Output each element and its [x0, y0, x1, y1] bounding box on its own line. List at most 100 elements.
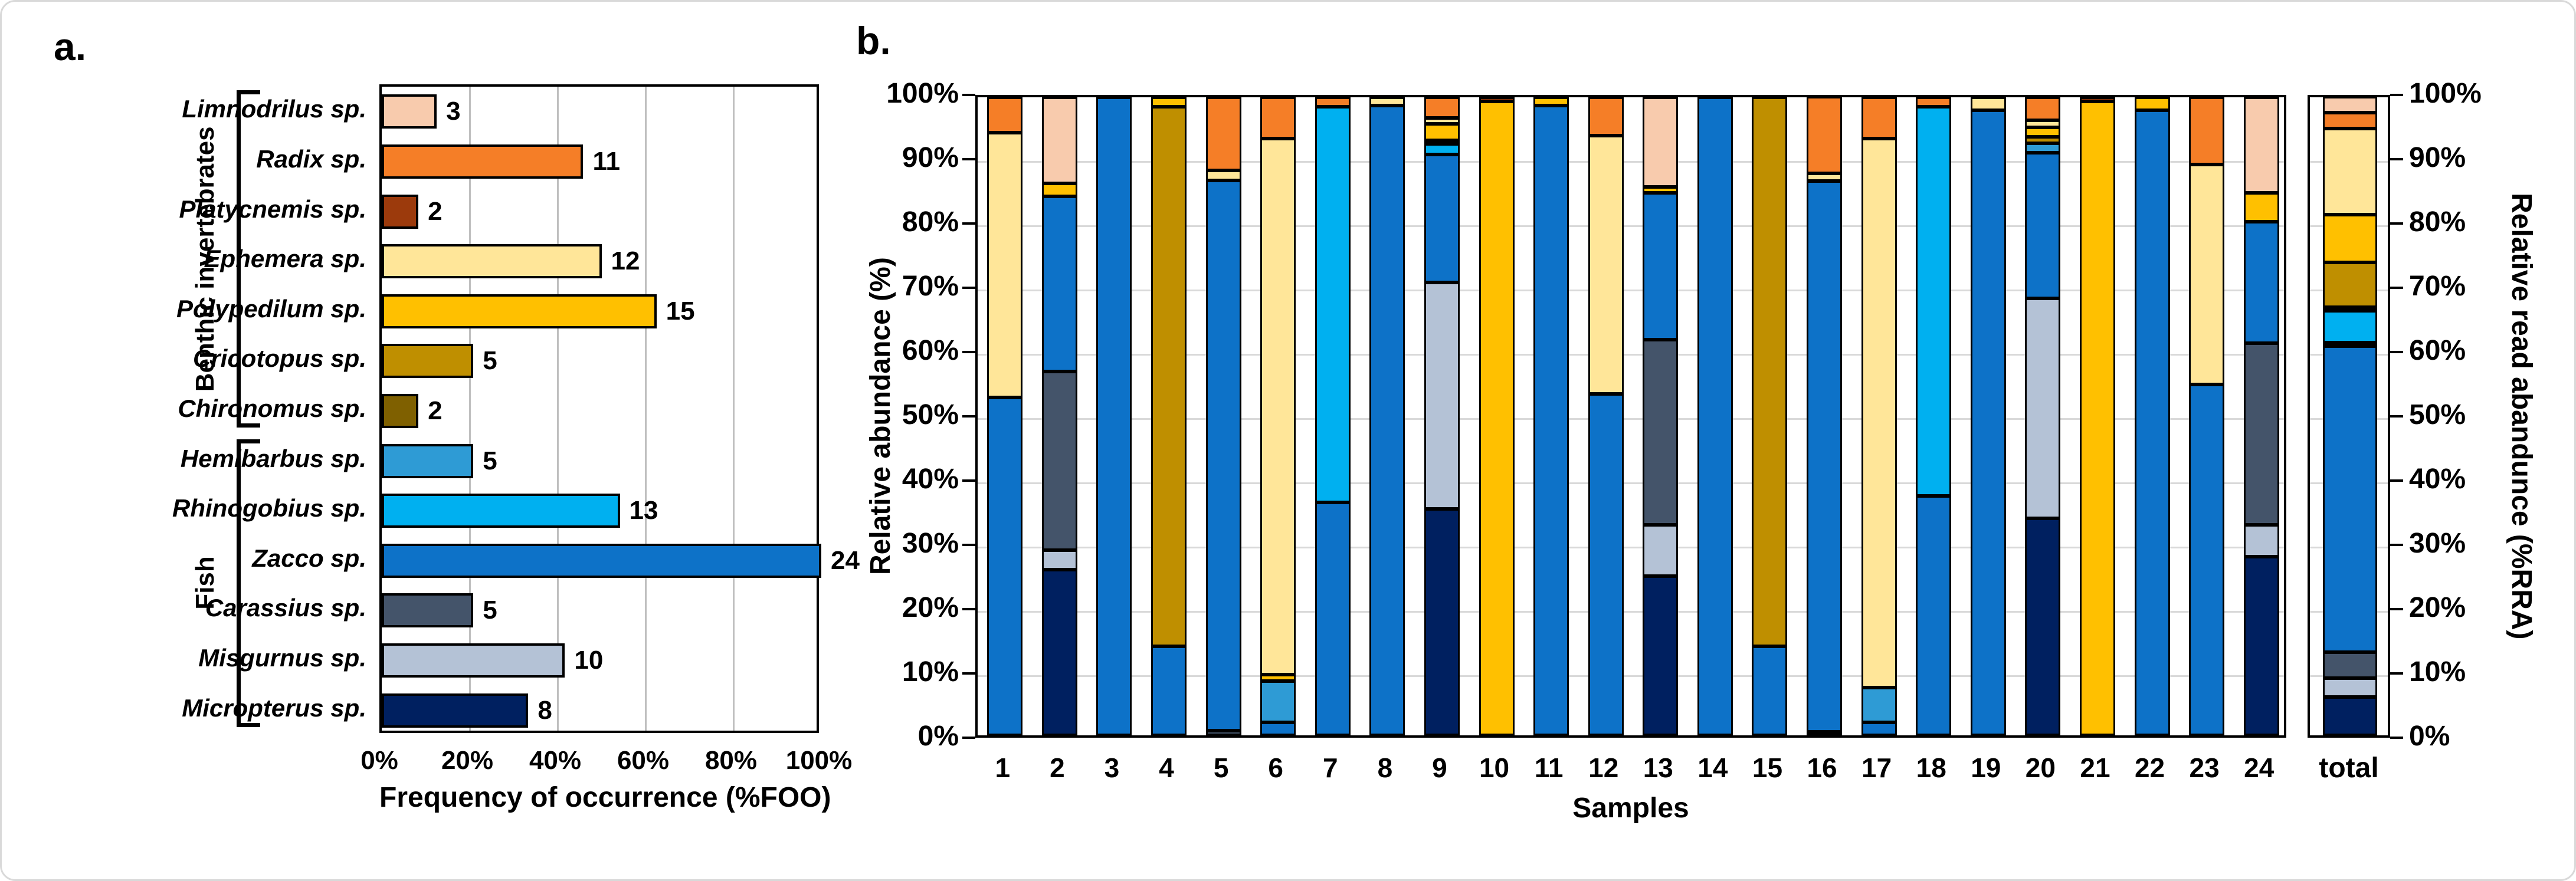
- y-tick-mark-right: [2390, 479, 2403, 482]
- grid-line-horizontal: [978, 546, 2284, 548]
- foo-bar: [382, 443, 474, 478]
- stacked-bar: [1752, 97, 1788, 735]
- y-tick-label-left: 0%: [917, 721, 959, 752]
- bar-segment-zacco: [2025, 153, 2061, 298]
- stacked-bar: [1315, 97, 1351, 735]
- foo-value-label: 12: [611, 246, 640, 276]
- bar-segment-radix: [2189, 97, 2225, 165]
- bar-segment-cricotopus: [1752, 97, 1788, 646]
- y-tick-mark-left: [962, 737, 975, 739]
- species-label: Misgurnus sp.: [198, 644, 366, 672]
- bar-segment-ephemera: [1861, 139, 1897, 688]
- group-label: Benthic invertebrates: [191, 126, 219, 392]
- bar-segment-zacco: [1096, 97, 1132, 735]
- stacked-bar: [1260, 97, 1296, 735]
- grid-line-horizontal: [978, 610, 2284, 613]
- species-label: Micropterus sp.: [182, 693, 366, 722]
- bar-segment-hemibarbus: [2323, 343, 2377, 347]
- bar-segment-zacco: [1752, 646, 1788, 735]
- bar-segment-carassius: [1205, 731, 1241, 735]
- y-tick-mark-left: [962, 672, 975, 675]
- y-tick-mark-right: [2390, 222, 2403, 225]
- foo-value-label: 8: [538, 695, 552, 725]
- panel-b-y-axis-title-right: Relative read abandunce (%RRA): [2506, 193, 2537, 640]
- bar-segment-misgurnus: [2323, 678, 2377, 698]
- foo-bar: [382, 94, 437, 129]
- bar-segment-micropterus: [2323, 697, 2377, 735]
- foo-value-label: 5: [483, 346, 497, 376]
- bar-segment-polypedilum: [2025, 127, 2061, 137]
- sample-tick-label: 6: [1268, 752, 1283, 783]
- y-tick-mark-right: [2390, 672, 2403, 675]
- bar-segment-zacco: [1807, 181, 1843, 732]
- stacked-bar: [1588, 97, 1624, 735]
- y-tick-mark-right: [2390, 287, 2403, 289]
- stacked-bar: [1533, 97, 1569, 735]
- bar-segment-carassius: [1643, 340, 1679, 525]
- y-tick-label-right: 60%: [2409, 335, 2466, 366]
- grid-line-horizontal: [978, 482, 2284, 484]
- bar-segment-zacco: [1588, 394, 1624, 735]
- bar-segment-hemibarbus: [2025, 143, 2061, 153]
- bar-segment-misgurnus: [1041, 550, 1077, 570]
- stacked-bar: [2025, 97, 2061, 735]
- sample-tick-label: 17: [1861, 752, 1892, 783]
- sample-tick-label: 9: [1432, 752, 1447, 783]
- bar-segment-misgurnus: [2025, 298, 2061, 519]
- bar-segment-zacco: [1151, 646, 1187, 735]
- bar-segment-ephemera: [2323, 128, 2377, 215]
- y-tick-label-right: 100%: [2409, 78, 2482, 109]
- bar-segment-rhinogobius: [2323, 310, 2377, 343]
- bar-segment-hemibarbus: [1861, 687, 1897, 723]
- foo-bar: [382, 244, 602, 279]
- bar-segment-ephemera: [1970, 97, 2006, 110]
- bar-segment-radix: [2025, 97, 2061, 121]
- bar-segment-limnodrilus: [2243, 97, 2279, 193]
- sample-tick-label: 4: [1159, 752, 1174, 783]
- stacked-bar: [1643, 97, 1679, 735]
- sample-tick-label: 3: [1104, 752, 1120, 783]
- y-tick-mark-left: [962, 351, 975, 353]
- sample-tick-label: 2: [1050, 752, 1065, 783]
- sample-tick-label: 23: [2189, 752, 2220, 783]
- bar-segment-ephemera: [2189, 164, 2225, 384]
- y-tick-label-left: 30%: [902, 528, 959, 559]
- y-tick-label-right: 0%: [2409, 721, 2450, 752]
- foo-bar: [382, 543, 821, 578]
- bar-segment-polypedilum: [1479, 101, 1515, 735]
- sample-tick-label: 22: [2134, 752, 2165, 783]
- y-tick-label-right: 10%: [2409, 656, 2466, 688]
- bar-segment-ephemera: [1807, 173, 1843, 182]
- bar-segment-ephemera: [987, 132, 1023, 397]
- foo-value-label: 5: [483, 596, 497, 625]
- sample-tick-label: 18: [1916, 752, 1946, 783]
- y-tick-label-right: 30%: [2409, 528, 2466, 559]
- species-label: Zacco sp.: [252, 544, 366, 572]
- bar-segment-radix: [1424, 97, 1460, 118]
- y-tick-mark-left: [962, 94, 975, 96]
- foo-bar: [382, 144, 584, 179]
- y-tick-mark-right: [2390, 158, 2403, 160]
- grid-line-vertical: [732, 87, 735, 731]
- stacked-bar: [1479, 97, 1515, 735]
- bar-segment-micropterus: [1041, 569, 1077, 735]
- panel-a-letter: a.: [54, 25, 87, 68]
- bar-segment-cricotopus: [2025, 137, 2061, 143]
- grid-line-horizontal: [978, 353, 2284, 356]
- grid-line-vertical: [556, 87, 559, 731]
- bar-segment-radix: [1916, 97, 1952, 107]
- stacked-bar: [1041, 97, 1077, 735]
- stacked-bar: [2079, 97, 2115, 735]
- y-tick-mark-left: [962, 544, 975, 546]
- sample-tick-label: 5: [1213, 752, 1229, 783]
- sample-tick-label: 8: [1377, 752, 1393, 783]
- stacked-bar: [1096, 97, 1132, 735]
- bar-segment-micropterus: [2243, 557, 2279, 735]
- y-tick-mark-left: [962, 479, 975, 482]
- bar-segment-ephemera: [1260, 139, 1296, 675]
- bar-segment-zacco: [1533, 106, 1569, 735]
- species-label: Cricotopus sp.: [192, 344, 366, 373]
- foo-bar: [382, 593, 474, 628]
- foo-bar: [382, 643, 565, 678]
- bar-segment-carassius: [1041, 372, 1077, 551]
